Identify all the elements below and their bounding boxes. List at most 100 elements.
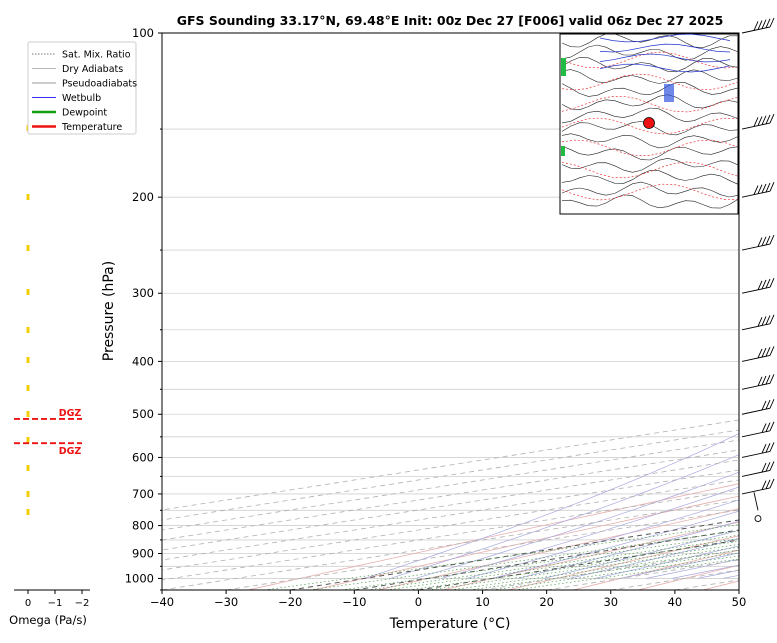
pseudoadiabat xyxy=(749,33,777,578)
wind-barb xyxy=(741,407,771,415)
map-precip-green xyxy=(561,58,566,76)
omega-bar xyxy=(26,194,30,200)
location-marker xyxy=(643,117,655,129)
map-border-line xyxy=(561,57,739,73)
calm-wind-circle xyxy=(754,515,762,523)
omega-axis-label: Omega (Pa/s) xyxy=(9,613,87,627)
y-tick-label: 500 xyxy=(132,407,154,421)
legend-label: Temperature xyxy=(61,122,122,133)
wind-barb-flag xyxy=(753,117,759,127)
wind-barb-flag xyxy=(765,235,771,246)
omega-bar xyxy=(26,437,30,443)
wind-barb-flag xyxy=(769,17,775,28)
mixing-ratio-line xyxy=(514,558,739,590)
wind-barb xyxy=(741,122,771,130)
skewt-axes: 246810131620243036 45F1F −40−30−20−10010… xyxy=(101,26,777,632)
legend-label: Dry Adiabats xyxy=(62,64,123,75)
wind-barb-flag xyxy=(765,18,771,29)
dry-adiabats xyxy=(247,483,739,590)
omega-bars xyxy=(26,125,30,515)
legend-label: Dewpoint xyxy=(62,108,107,119)
wind-barb-flag xyxy=(769,314,775,324)
pseudoadiabat xyxy=(466,499,739,579)
dgz-markers: DGZ DGZ xyxy=(14,408,82,457)
inset-map xyxy=(559,33,739,215)
wind-barb-flag xyxy=(769,374,775,384)
wind-barb-flag xyxy=(769,421,775,432)
dry-adiabat xyxy=(312,495,739,590)
wind-barb-flag xyxy=(769,182,775,192)
map-border-line xyxy=(561,170,739,185)
x-tick-label: 0 xyxy=(415,595,422,609)
wind-barb-flag xyxy=(765,347,771,357)
dry-adiabat xyxy=(507,535,739,590)
dry-adiabat xyxy=(442,521,739,590)
dry-adiabat xyxy=(572,549,739,590)
wind-barb-flag xyxy=(761,347,767,358)
wind-barb-flag xyxy=(761,480,767,490)
x-tick-label: −40 xyxy=(150,595,174,609)
wind-barb-flag xyxy=(769,442,775,452)
pseudoadiabat xyxy=(364,433,739,579)
x-tick-label: 20 xyxy=(539,595,554,609)
wind-barb-flag xyxy=(761,375,767,386)
mixing-ratio-line xyxy=(408,544,739,590)
wind-barb-flag xyxy=(761,443,767,454)
pseudoadiabat xyxy=(569,538,739,579)
omega-ticks: 0 −1 −2 xyxy=(25,590,90,609)
omega-tick-label: −2 xyxy=(75,598,90,609)
map-border-line xyxy=(561,157,739,173)
map-isotherm xyxy=(561,139,738,157)
dry-adiabat xyxy=(247,483,739,590)
wind-barb-flag xyxy=(753,185,759,195)
wind-barb-flag xyxy=(761,279,767,290)
wind-barb-flag xyxy=(765,422,771,432)
map-border-line xyxy=(561,194,739,209)
y-tick-label: 700 xyxy=(132,487,154,501)
wind-barb-flag xyxy=(757,20,763,30)
wind-barb-flag xyxy=(765,462,771,472)
omega-panel: DGZ DGZ 0 −1 −2 Omega (Pa/s) xyxy=(9,125,90,627)
pseudoadiabat xyxy=(518,520,739,579)
x-tick-label: −30 xyxy=(214,595,238,609)
wind-barb-flag xyxy=(769,461,775,471)
wind-barb xyxy=(741,323,771,331)
map-isobar xyxy=(599,33,731,43)
omega-bar xyxy=(26,357,30,363)
map-precip-green xyxy=(561,146,565,156)
map-isobar xyxy=(599,53,731,63)
wind-barb-flag xyxy=(757,348,763,359)
pseudoadiabat xyxy=(543,529,739,579)
mixing-ratio-line xyxy=(367,538,739,590)
pseudoadiabat xyxy=(415,471,739,579)
wind-barb-flag xyxy=(761,400,767,411)
isotherm xyxy=(738,589,739,590)
omega-bar xyxy=(26,411,30,417)
omega-bar xyxy=(26,289,30,295)
map-border-line xyxy=(561,33,738,49)
wind-barb xyxy=(753,492,759,511)
x-tick-label: −20 xyxy=(278,595,302,609)
legend: Sat. Mix. Ratio Dry Adiabats Pseudoadiabat… xyxy=(27,41,137,135)
wind-barb-flag xyxy=(753,21,759,31)
x-axis-ticks: −40 −30 −20 −10 0 10 20 30 40 50 xyxy=(150,590,746,609)
wind-barb-flag xyxy=(757,116,763,126)
map-isobar xyxy=(599,63,731,73)
omega-tick-label: −1 xyxy=(48,598,63,609)
chart-title: GFS Sounding 33.17°N, 69.48°E Init: 00z … xyxy=(177,13,724,28)
x-tick-label: 30 xyxy=(603,595,618,609)
pseudoadiabat xyxy=(441,486,739,579)
wind-barb xyxy=(741,190,771,198)
wind-barb-flag xyxy=(761,19,767,29)
wind-barb-flag xyxy=(769,346,775,356)
y-tick-label: 400 xyxy=(132,354,154,368)
map-border-line xyxy=(561,181,739,198)
wind-barb-flag xyxy=(757,376,763,387)
wind-barb xyxy=(741,469,771,477)
legend-label: Wetbulb xyxy=(62,93,101,104)
wind-barb xyxy=(741,450,771,458)
omega-bar xyxy=(26,509,30,515)
wind-barb xyxy=(741,430,771,438)
map-border-line xyxy=(561,107,739,124)
